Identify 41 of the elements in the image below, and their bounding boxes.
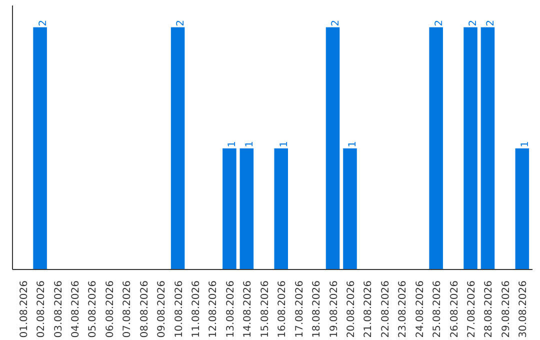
data-label: 1 — [227, 141, 238, 148]
x-tick-label: 19.08.2026 — [328, 280, 340, 338]
x-tick-label: 17.08.2026 — [294, 280, 306, 338]
data-label: 1 — [348, 141, 359, 148]
data-label: 2 — [176, 20, 187, 26]
data-label: 1 — [278, 141, 290, 148]
x-tick-label: 21.08.2026 — [363, 280, 374, 338]
x-tick-label: 01.08.2026 — [18, 280, 30, 338]
x-tick-label: 04.08.2026 — [70, 280, 82, 338]
x-tick-label: 26.08.2026 — [449, 280, 460, 338]
x-tick-label: 03.08.2026 — [53, 280, 64, 338]
data-label: 2 — [38, 20, 49, 26]
data-label: 2 — [485, 20, 496, 26]
x-tick-label: 27.08.2026 — [466, 280, 478, 338]
x-tick-label: 20.08.2026 — [346, 280, 357, 338]
x-tick-label: 09.08.2026 — [156, 280, 168, 338]
x-tick-label: 18.08.2026 — [312, 280, 323, 338]
data-label: 2 — [434, 20, 445, 26]
x-tick-label: 10.08.2026 — [174, 280, 185, 338]
data-label: 1 — [244, 141, 256, 148]
x-tick-label: 29.08.2026 — [500, 280, 512, 338]
data-label: 1 — [520, 141, 531, 148]
x-tick-label: 22.08.2026 — [380, 280, 392, 338]
x-tick-label: 28.08.2026 — [484, 280, 495, 338]
x-tick-label: 11.08.2026 — [191, 280, 202, 338]
x-tick-label: 16.08.2026 — [277, 280, 288, 338]
x-tick-label: 06.08.2026 — [104, 280, 116, 338]
x-tick-label: 12.08.2026 — [208, 280, 220, 338]
x-tick-label: 23.08.2026 — [398, 280, 409, 338]
x-tick-label: 05.08.2026 — [88, 280, 99, 338]
x-tick-label: 30.08.2026 — [518, 280, 530, 338]
x-tick-label: 13.08.2026 — [225, 280, 236, 338]
x-tick-label: 15.08.2026 — [260, 280, 271, 338]
x-tick-label: 14.08.2026 — [242, 280, 254, 338]
data-label: 2 — [330, 20, 342, 26]
data-label: 2 — [468, 20, 480, 26]
x-tick-label: 08.08.2026 — [139, 280, 150, 338]
x-tick-label: 24.08.2026 — [414, 280, 426, 338]
x-tick-label: 02.08.2026 — [36, 280, 48, 338]
x-tick-label: 07.08.2026 — [122, 280, 134, 338]
x-tick-label: 25.08.2026 — [432, 280, 444, 338]
